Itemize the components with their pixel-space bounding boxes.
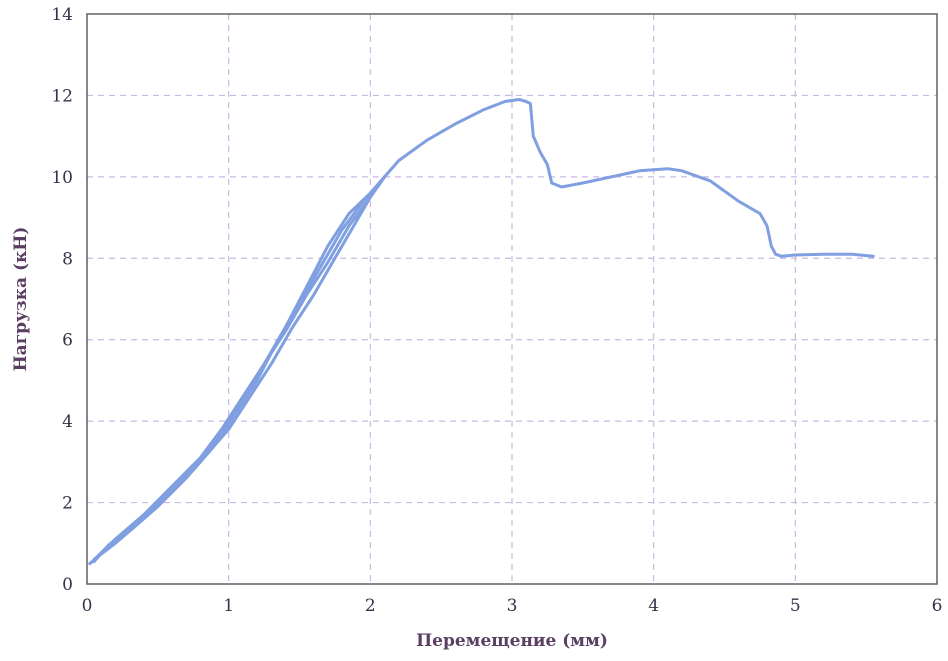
x-axis-ticks: 0 1 2 3 4 5 6 <box>82 596 943 616</box>
x-tick-label: 2 <box>365 596 376 616</box>
y-axis-title: Нагрузка (кН) <box>11 227 31 372</box>
y-tick-label: 12 <box>51 86 73 106</box>
plot-frame <box>86 13 938 585</box>
grid <box>87 14 937 584</box>
y-axis-ticks: 0 2 4 6 8 10 12 14 <box>51 5 73 595</box>
y-tick-label: 8 <box>62 249 73 269</box>
series-line-5 <box>383 98 875 258</box>
x-tick-label: 1 <box>223 596 234 616</box>
y-tick-label: 0 <box>62 575 73 595</box>
x-tick-label: 4 <box>648 596 659 616</box>
x-tick-label: 6 <box>932 596 943 616</box>
x-tick-label: 5 <box>790 596 801 616</box>
y-tick-label: 14 <box>51 5 73 25</box>
x-axis-title: Перемещение (мм) <box>416 631 608 651</box>
y-tick-label: 4 <box>62 412 73 432</box>
series-layer <box>88 98 875 566</box>
series-line-4 <box>92 175 386 564</box>
y-tick-label: 6 <box>62 331 73 351</box>
x-tick-label: 0 <box>82 596 93 616</box>
x-tick-label: 3 <box>507 596 518 616</box>
y-tick-label: 10 <box>51 168 73 188</box>
y-tick-label: 2 <box>62 494 73 514</box>
